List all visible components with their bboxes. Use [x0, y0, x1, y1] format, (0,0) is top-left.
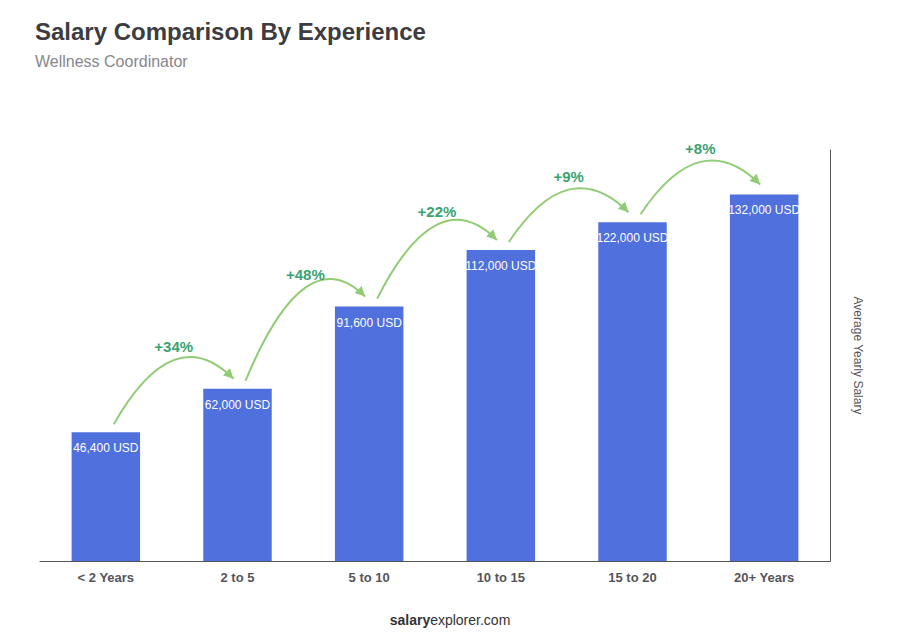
- svg-text:46,400 USD: 46,400 USD: [73, 441, 139, 455]
- svg-text:5 to 10: 5 to 10: [349, 570, 390, 585]
- svg-text:explorer.com: explorer.com: [430, 612, 510, 628]
- svg-text:+22%: +22%: [418, 203, 457, 220]
- svg-text:+8%: +8%: [685, 140, 715, 157]
- svg-text:Wellness Coordinator: Wellness Coordinator: [35, 53, 188, 70]
- svg-text:< 2 Years: < 2 Years: [78, 570, 135, 585]
- svg-text:Average Yearly Salary: Average Yearly Salary: [851, 297, 865, 415]
- svg-text:+34%: +34%: [154, 338, 193, 355]
- svg-text:132,000 USD: 132,000 USD: [728, 203, 800, 217]
- svg-text:122,000 USD: 122,000 USD: [596, 231, 668, 245]
- svg-text:2 to 5: 2 to 5: [221, 570, 255, 585]
- svg-text:salary: salary: [390, 612, 431, 628]
- svg-text:91,600 USD: 91,600 USD: [336, 316, 402, 330]
- svg-text:10 to 15: 10 to 15: [477, 570, 525, 585]
- svg-text:+48%: +48%: [286, 266, 325, 283]
- svg-text:20+ Years: 20+ Years: [734, 570, 794, 585]
- svg-text:Salary Comparison By Experienc: Salary Comparison By Experience: [35, 18, 426, 45]
- svg-text:62,000 USD: 62,000 USD: [205, 398, 271, 412]
- svg-text:+9%: +9%: [553, 168, 583, 185]
- svg-text:112,000 USD: 112,000 USD: [465, 259, 536, 273]
- svg-text:15 to 20: 15 to 20: [608, 570, 656, 585]
